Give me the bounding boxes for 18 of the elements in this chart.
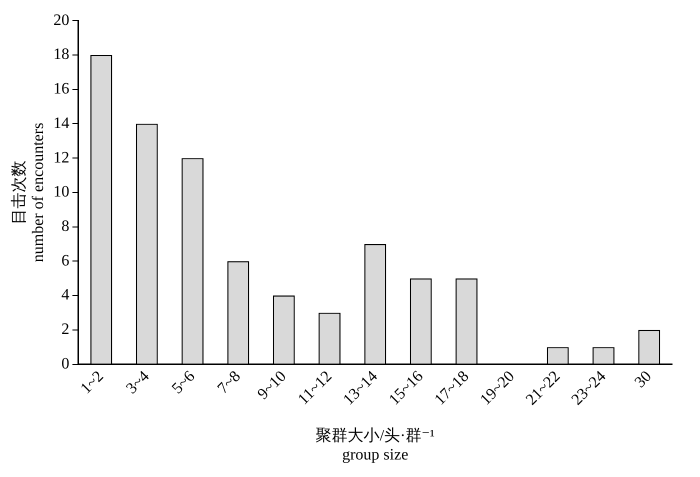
y-axis-title: 目击次数 number of encounters [10,122,48,262]
x-tick-label: 5~6 [168,368,198,398]
x-tick-label: 3~4 [123,368,153,398]
x-tick-label: 30 [632,368,655,392]
y-tick-label: 16 [53,80,70,98]
x-tick-label: 1~2 [78,368,108,398]
y-tick-label: 12 [53,149,70,166]
y-tick-label: 0 [61,355,70,372]
y-tick-label: 20 [53,12,70,29]
y-tick-label: 2 [61,321,70,338]
y-tick-label: 14 [53,114,70,132]
y-tick-label: 8 [61,218,70,236]
y-tick-label: 18 [53,46,70,64]
y-tick-label: 6 [61,252,70,270]
y-tick-label: 10 [53,184,70,201]
x-axis-title: 聚群大小/头·群⁻¹ group size [316,426,435,464]
x-tick-label: 7~8 [214,368,244,398]
y-tick-label: 4 [61,286,70,304]
